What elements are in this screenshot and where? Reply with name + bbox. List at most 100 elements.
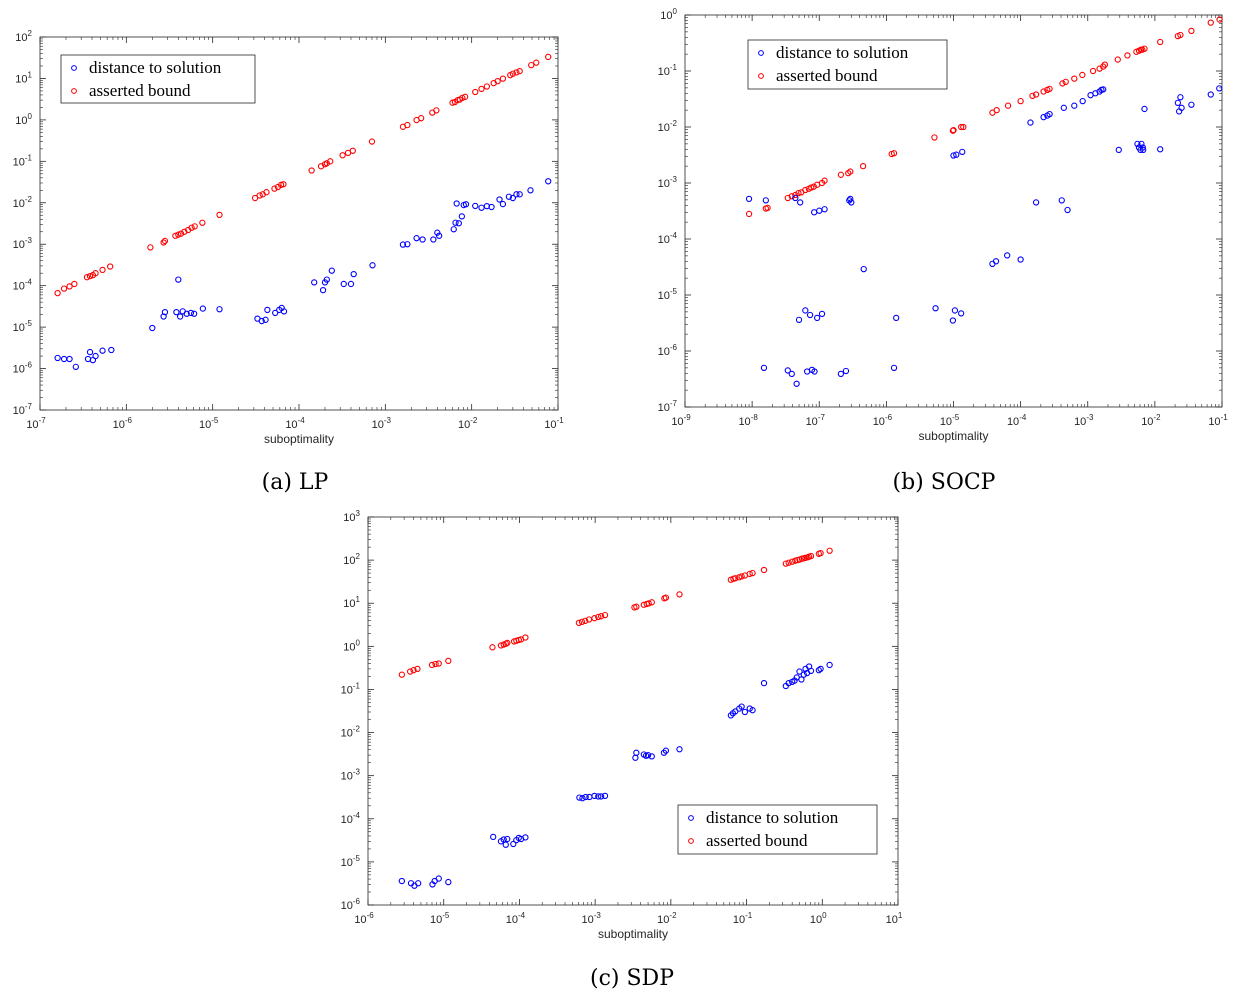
distance-point: [496, 196, 503, 203]
bound-point: [1029, 92, 1036, 99]
distance-point: [1079, 97, 1086, 105]
distance-point: [453, 200, 460, 207]
bound-point: [960, 123, 967, 131]
x-tick-label: 10-6: [113, 416, 133, 431]
x-tick-label: 10-2: [657, 911, 677, 926]
distance-point: [462, 201, 470, 208]
legend-marker: [71, 65, 77, 71]
distance-point: [72, 363, 79, 370]
distance-point: [992, 258, 1000, 265]
y-tick-label: 10-1: [341, 681, 361, 696]
bound-point: [368, 138, 376, 145]
x-tick-label: 10-6: [354, 911, 374, 926]
bound-point: [732, 575, 739, 582]
y-tick-label: 10-1: [13, 153, 33, 168]
x-tick-label: 10-2: [1141, 413, 1161, 428]
bound-point: [810, 183, 817, 190]
bound-point: [516, 67, 523, 75]
bound-point: [847, 168, 854, 175]
bound-point: [339, 152, 346, 159]
y-tick-label: 10-5: [13, 319, 33, 334]
bound-point: [817, 550, 824, 557]
x-tick-label: 10-3: [372, 416, 392, 431]
legend-marker: [71, 88, 77, 94]
bound-point: [795, 189, 802, 197]
bound-point: [445, 657, 452, 665]
y-tick-label: 10-2: [658, 119, 678, 134]
distance-point: [741, 708, 749, 716]
bound-point: [1017, 97, 1024, 105]
panel-caption: (a) LP: [262, 470, 329, 495]
bound-point: [181, 228, 188, 235]
distance-point: [264, 306, 271, 314]
bound-point: [459, 94, 466, 102]
bound-point: [802, 186, 809, 194]
distance-point: [890, 364, 898, 372]
distance-point: [92, 352, 99, 360]
distance-point: [785, 679, 792, 687]
distance-point: [458, 213, 466, 220]
bound-point: [633, 603, 640, 610]
bound-point: [950, 126, 957, 134]
y-tick-label: 100: [660, 7, 677, 22]
bound-point: [1177, 31, 1184, 39]
y-tick-label: 102: [343, 552, 360, 567]
distance-point: [1138, 140, 1145, 148]
bound-point: [597, 613, 605, 620]
x-tick-label: 10-9: [671, 413, 691, 428]
distance-point: [676, 746, 683, 753]
bound-point: [746, 570, 753, 578]
y-tick-label: 10-2: [341, 725, 361, 740]
distance-point: [323, 276, 330, 283]
y-tick-label: 10-4: [341, 811, 361, 826]
y-tick-label: 101: [343, 595, 360, 610]
y-tick-label: 10-3: [13, 236, 33, 251]
bound-point: [433, 107, 440, 114]
distance-point: [527, 187, 534, 194]
bound-point: [575, 619, 583, 627]
distance-point: [399, 241, 407, 248]
bound-point: [792, 191, 799, 199]
distance-point: [1060, 104, 1067, 111]
distance-point: [516, 191, 523, 198]
bound-point: [161, 237, 169, 245]
bound-point: [859, 162, 867, 170]
distance-point: [762, 197, 769, 204]
bound-point: [199, 219, 206, 226]
distance-point: [813, 314, 821, 322]
bound-point: [410, 667, 417, 674]
distance-point: [86, 348, 94, 356]
distance-point: [1100, 86, 1107, 93]
distance-point: [199, 305, 207, 312]
legend-marker: [688, 815, 694, 821]
x-axis-label: suboptimality: [918, 429, 988, 443]
distance-point: [398, 877, 406, 885]
bound-point: [1101, 61, 1109, 68]
bound-point: [1216, 16, 1223, 23]
distance-point: [262, 316, 269, 323]
bound-point: [676, 591, 683, 598]
y-tick-label: 10-7: [658, 399, 678, 414]
x-tick-label: 10-3: [581, 911, 601, 926]
distance-point: [510, 840, 517, 848]
bound-point: [993, 106, 1000, 114]
bound-point: [71, 280, 78, 288]
distance-point: [419, 236, 426, 243]
distance-point: [505, 193, 513, 200]
distance-point: [488, 203, 495, 211]
distance-point: [1040, 113, 1047, 121]
axes-box: [39, 36, 559, 411]
bound-point: [1059, 80, 1066, 87]
x-axis-label: suboptimality: [264, 432, 334, 446]
legend: distance to solution asserted bound: [677, 804, 878, 855]
bound-point: [54, 289, 61, 297]
distance-point: [216, 306, 223, 313]
bound-point: [256, 192, 263, 199]
bound-point: [308, 167, 315, 174]
bound-point: [601, 611, 609, 619]
bound-point: [404, 121, 411, 129]
distance-point: [1178, 104, 1185, 111]
distance-point: [500, 836, 507, 843]
bound-point: [821, 177, 828, 184]
bound-point: [271, 185, 278, 192]
